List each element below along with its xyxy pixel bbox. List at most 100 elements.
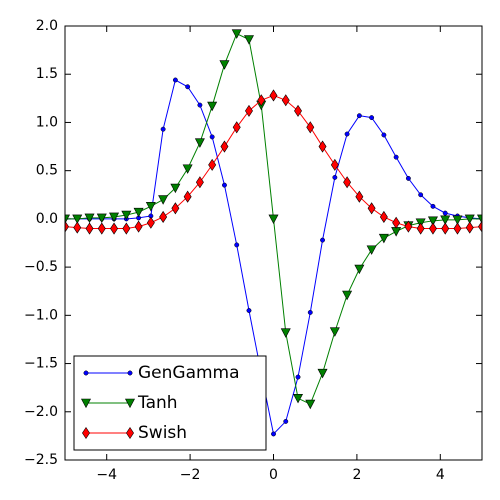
- y-tick-label: 1.5: [36, 66, 58, 82]
- marker: [65, 214, 70, 225]
- marker: [294, 104, 302, 117]
- marker: [477, 214, 482, 225]
- marker: [344, 131, 350, 137]
- marker: [245, 104, 253, 117]
- marker: [268, 214, 279, 225]
- marker: [207, 101, 218, 112]
- marker: [440, 215, 451, 225]
- marker: [429, 222, 437, 235]
- marker: [305, 399, 316, 410]
- marker: [269, 89, 278, 102]
- marker: [464, 214, 475, 225]
- marker: [332, 174, 338, 180]
- marker: [220, 140, 229, 153]
- marker: [185, 84, 191, 90]
- marker: [418, 192, 424, 198]
- marker: [232, 121, 241, 134]
- marker: [234, 242, 240, 248]
- marker: [109, 212, 120, 223]
- marker: [145, 202, 156, 212]
- marker: [320, 237, 325, 243]
- y-tick-label: 1.0: [36, 114, 58, 130]
- marker: [122, 222, 131, 235]
- marker: [65, 220, 69, 233]
- legend-label: Tanh: [137, 393, 178, 413]
- marker: [194, 138, 205, 148]
- marker: [96, 213, 107, 224]
- marker: [170, 183, 181, 194]
- marker: [355, 190, 364, 203]
- marker: [405, 175, 411, 181]
- marker: [430, 203, 436, 209]
- marker: [171, 202, 180, 215]
- marker: [381, 132, 387, 138]
- marker: [281, 94, 290, 107]
- marker: [329, 327, 340, 337]
- marker: [354, 264, 365, 275]
- marker: [392, 216, 401, 229]
- marker: [159, 210, 168, 224]
- marker: [110, 222, 118, 235]
- plot-frame: [64, 25, 483, 461]
- marker: [183, 190, 192, 203]
- marker: [243, 35, 254, 45]
- marker: [295, 374, 301, 380]
- y-tick-label: −2.5: [24, 452, 58, 468]
- marker: [246, 308, 252, 313]
- marker: [369, 115, 375, 121]
- x-tick-label: 4: [436, 467, 445, 483]
- marker: [146, 216, 155, 229]
- marker: [343, 176, 352, 189]
- marker: [427, 216, 438, 226]
- marker: [342, 290, 353, 301]
- marker: [208, 158, 217, 171]
- marker: [85, 222, 94, 235]
- legend-label: GenGamma: [138, 363, 240, 383]
- x-tick-label: −2: [180, 467, 201, 483]
- x-tick-label: −4: [96, 467, 117, 483]
- marker: [125, 398, 135, 409]
- marker: [222, 182, 227, 188]
- legend: GenGamma Tanh Swish: [73, 355, 267, 451]
- marker: [81, 398, 91, 409]
- x-tick-label: 2: [352, 467, 361, 483]
- marker: [209, 134, 215, 140]
- marker: [367, 202, 376, 215]
- legend-label: Swish: [138, 423, 187, 443]
- y-tick-label: −0.5: [24, 259, 58, 275]
- marker: [133, 207, 144, 218]
- marker: [121, 210, 132, 221]
- marker: [293, 393, 304, 404]
- marker: [465, 221, 474, 234]
- marker: [219, 60, 230, 70]
- marker: [416, 222, 425, 235]
- marker: [271, 431, 276, 437]
- marker: [442, 210, 448, 216]
- marker: [73, 221, 82, 234]
- marker: [317, 368, 328, 379]
- marker: [197, 102, 203, 108]
- marker: [158, 195, 169, 205]
- marker: [195, 176, 204, 189]
- y-tick-label: −1.5: [24, 356, 58, 372]
- marker: [356, 113, 362, 119]
- x-tick-label: 0: [269, 467, 278, 483]
- marker: [318, 140, 327, 153]
- marker: [134, 220, 143, 233]
- marker: [82, 426, 90, 440]
- y-tick-label: −2.0: [24, 404, 58, 420]
- marker: [452, 215, 463, 225]
- marker: [306, 121, 315, 134]
- marker: [97, 222, 106, 235]
- marker: [84, 213, 95, 224]
- marker: [127, 370, 133, 376]
- marker: [441, 222, 450, 235]
- plot-area: [65, 29, 482, 437]
- marker: [330, 158, 339, 171]
- marker: [379, 210, 388, 224]
- marker: [231, 29, 242, 39]
- y-tick-label: −1.0: [24, 307, 58, 323]
- marker: [280, 328, 291, 338]
- marker: [366, 245, 377, 255]
